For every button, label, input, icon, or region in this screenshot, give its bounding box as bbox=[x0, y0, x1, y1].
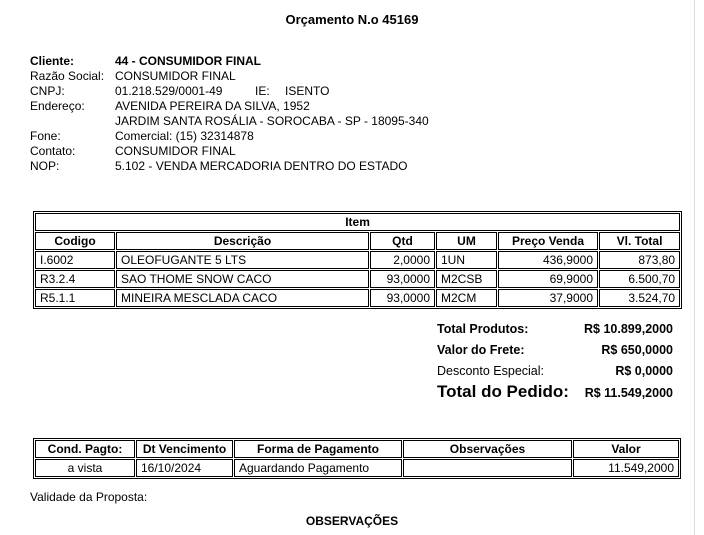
desconto-especial-label: Desconto Especial: bbox=[437, 364, 545, 378]
cell-observacoes bbox=[403, 459, 572, 477]
valor-frete-row: Valor do Frete: R$ 650,0000 bbox=[437, 343, 673, 357]
customer-row-nop: NOP: 5.102 - VENDA MERCADORIA DENTRO DO … bbox=[30, 159, 429, 174]
cell-codigo: R3.2.4 bbox=[35, 270, 115, 288]
total-produtos-value: R$ 10.899,2000 bbox=[584, 322, 673, 336]
cell-descricao: MINEIRA MESCLADA CACO bbox=[116, 289, 369, 307]
fone-value: Comercial: (15) 32314878 bbox=[115, 129, 254, 143]
contato-value: CONSUMIDOR FINAL bbox=[115, 144, 236, 158]
contato-label: Contato: bbox=[30, 144, 76, 158]
customer-row-endereco: Endereço: AVENIDA PEREIRA DA SILVA, 1952 bbox=[30, 99, 429, 114]
valor-frete-label: Valor do Frete: bbox=[437, 343, 525, 357]
cell-valor: 11.549,2000 bbox=[573, 459, 679, 477]
customer-info-block: Cliente: 44 - CONSUMIDOR FINAL Razão Soc… bbox=[30, 54, 429, 174]
nop-label: NOP: bbox=[30, 159, 60, 173]
endereco-label-spacer bbox=[30, 114, 115, 129]
column-header-cond-pagto: Cond. Pagto: bbox=[35, 440, 135, 458]
total-pedido-label: Total do Pedido: bbox=[437, 382, 569, 401]
column-header-forma-pagamento: Forma de Pagamento bbox=[234, 440, 402, 458]
table-row: R3.2.4 SAO THOME SNOW CACO 93,0000 M2CSB… bbox=[35, 270, 681, 288]
column-header-valor: Valor bbox=[573, 440, 679, 458]
total-pedido-row: Total do Pedido: R$ 11.549,2000 bbox=[437, 382, 673, 401]
item-table-group-header-row: Item bbox=[35, 213, 681, 231]
cell-forma-pagamento: Aguardando Pagamento bbox=[234, 459, 402, 477]
column-header-descricao: Descrição bbox=[116, 232, 369, 250]
fone-label: Fone: bbox=[30, 129, 61, 143]
observacoes-title: OBSERVAÇÕES bbox=[305, 514, 399, 528]
desconto-especial-value: R$ 0,0000 bbox=[615, 364, 673, 378]
table-row: R5.1.1 MINEIRA MESCLADA CACO 93,0000 M2C… bbox=[35, 289, 681, 307]
customer-row-cliente: Cliente: 44 - CONSUMIDOR FINAL bbox=[30, 54, 429, 69]
total-pedido-value: R$ 11.549,2000 bbox=[584, 386, 673, 400]
cell-total: 3.524,70 bbox=[599, 289, 681, 307]
table-row: I.6002 OLEOFUGANTE 5 LTS 2,0000 1UN 436,… bbox=[35, 251, 681, 269]
cnpj-value: 01.218.529/0001-49 bbox=[115, 84, 223, 98]
item-table: Item Codigo Descrição Qtd UM Preço Venda… bbox=[33, 211, 683, 309]
cell-descricao: SAO THOME SNOW CACO bbox=[116, 270, 369, 288]
razao-social-value: CONSUMIDOR FINAL bbox=[115, 69, 236, 83]
column-header-dt-vencimento: Dt Vencimento bbox=[136, 440, 233, 458]
cell-codigo: R5.1.1 bbox=[35, 289, 115, 307]
validade-proposta-label: Validade da Proposta: bbox=[30, 490, 148, 504]
cnpj-label: CNPJ: bbox=[30, 84, 65, 98]
cell-preco: 69,9000 bbox=[498, 270, 598, 288]
column-header-vl-total: Vl. Total bbox=[599, 232, 681, 250]
cell-dt-vencimento: 16/10/2024 bbox=[136, 459, 233, 477]
item-table-header-row: Codigo Descrição Qtd UM Preço Venda Vl. … bbox=[35, 232, 681, 250]
cell-qtd: 93,0000 bbox=[370, 270, 435, 288]
column-header-codigo: Codigo bbox=[35, 232, 115, 250]
customer-row-contato: Contato: CONSUMIDOR FINAL bbox=[30, 144, 429, 159]
page-title: Orçamento N.o 45169 bbox=[285, 12, 419, 27]
cell-total: 6.500,70 bbox=[599, 270, 681, 288]
valor-frete-value: R$ 650,0000 bbox=[601, 343, 673, 357]
razao-social-label: Razão Social: bbox=[30, 69, 105, 83]
total-produtos-row: Total Produtos: R$ 10.899,2000 bbox=[437, 322, 673, 336]
cell-qtd: 93,0000 bbox=[370, 289, 435, 307]
cell-preco: 436,9000 bbox=[498, 251, 598, 269]
cell-cond-pagto: a vista bbox=[35, 459, 135, 477]
payment-table-header-row: Cond. Pagto: Dt Vencimento Forma de Paga… bbox=[35, 440, 679, 458]
customer-row-endereco2: JARDIM SANTA ROSÁLIA - SOROCABA - SP - 1… bbox=[30, 114, 429, 129]
cell-total: 873,80 bbox=[599, 251, 681, 269]
desconto-especial-row: Desconto Especial: R$ 0,0000 bbox=[437, 364, 673, 378]
endereco-line1: AVENIDA PEREIRA DA SILVA, 1952 bbox=[115, 99, 310, 113]
cliente-value: 44 - CONSUMIDOR FINAL bbox=[115, 54, 262, 68]
cell-um: 1UN bbox=[436, 251, 497, 269]
column-header-observacoes: Observações bbox=[403, 440, 572, 458]
cell-descricao: OLEOFUGANTE 5 LTS bbox=[116, 251, 369, 269]
column-header-qtd: Qtd bbox=[370, 232, 435, 250]
customer-row-cnpj: CNPJ: 01.218.529/0001-49 IE: ISENTO bbox=[30, 84, 429, 99]
cell-preco: 37,9000 bbox=[498, 289, 598, 307]
payment-table: Cond. Pagto: Dt Vencimento Forma de Paga… bbox=[33, 438, 681, 479]
ie-label: IE: bbox=[255, 84, 270, 98]
totals-block: Total Produtos: R$ 10.899,2000 Valor do … bbox=[437, 322, 673, 407]
endereco-label: Endereço: bbox=[30, 99, 85, 113]
customer-row-razao-social: Razão Social: CONSUMIDOR FINAL bbox=[30, 69, 429, 84]
endereco-line2: JARDIM SANTA ROSÁLIA - SOROCABA - SP - 1… bbox=[115, 114, 429, 128]
total-produtos-label: Total Produtos: bbox=[437, 322, 529, 336]
cell-qtd: 2,0000 bbox=[370, 251, 435, 269]
cell-um: M2CM bbox=[436, 289, 497, 307]
cliente-label: Cliente: bbox=[30, 54, 75, 68]
table-row: a vista 16/10/2024 Aguardando Pagamento … bbox=[35, 459, 679, 477]
column-header-um: UM bbox=[436, 232, 497, 250]
customer-row-fone: Fone: Comercial: (15) 32314878 bbox=[30, 129, 429, 144]
column-header-preco-venda: Preço Venda bbox=[498, 232, 598, 250]
right-edge-divider bbox=[694, 0, 695, 535]
cell-codigo: I.6002 bbox=[35, 251, 115, 269]
item-table-group-header: Item bbox=[35, 213, 681, 231]
ie-value: ISENTO bbox=[285, 84, 330, 98]
nop-value: 5.102 - VENDA MERCADORIA DENTRO DO ESTAD… bbox=[115, 159, 408, 173]
cell-um: M2CSB bbox=[436, 270, 497, 288]
